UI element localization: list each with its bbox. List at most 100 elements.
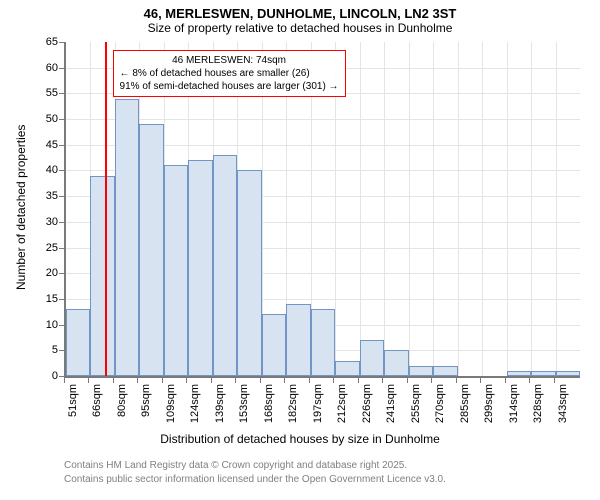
x-tick-label: 182sqm <box>287 384 299 423</box>
y-tick-mark <box>59 93 64 94</box>
x-tick-label: 168sqm <box>263 384 275 423</box>
bar <box>286 304 310 376</box>
x-tick-label: 80sqm <box>116 384 128 417</box>
bar <box>531 371 555 376</box>
bar <box>335 361 359 376</box>
x-tick-mark <box>64 378 65 383</box>
chart-title: 46, MERLESWEN, DUNHOLME, LINCOLN, LN2 3S… <box>0 0 600 21</box>
footer-line-1: Contains HM Land Registry data © Crown c… <box>64 460 407 471</box>
grid-v <box>556 42 557 376</box>
x-tick-mark <box>480 378 481 383</box>
bar <box>66 309 90 376</box>
x-tick-mark <box>88 378 89 383</box>
x-tick-mark <box>407 378 408 383</box>
x-tick-mark <box>358 378 359 383</box>
x-tick-label: 270sqm <box>434 384 446 423</box>
x-tick-label: 66sqm <box>91 384 103 417</box>
grid-v <box>482 42 483 376</box>
bar <box>164 165 188 376</box>
y-tick-label: 65 <box>36 36 58 48</box>
x-tick-label: 212sqm <box>336 384 348 423</box>
x-tick-mark <box>137 378 138 383</box>
y-tick-label: 60 <box>36 62 58 74</box>
y-tick-mark <box>59 248 64 249</box>
y-tick-label: 45 <box>36 139 58 151</box>
x-tick-label: 299sqm <box>483 384 495 423</box>
x-tick-mark <box>333 378 334 383</box>
y-tick-label: 40 <box>36 164 58 176</box>
chart-container: 46, MERLESWEN, DUNHOLME, LINCOLN, LN2 3S… <box>0 0 600 500</box>
x-tick-label: 197sqm <box>312 384 324 423</box>
x-tick-mark <box>456 378 457 383</box>
x-tick-label: 51sqm <box>67 384 79 417</box>
bar <box>90 176 114 376</box>
y-tick-label: 25 <box>36 242 58 254</box>
x-tick-mark <box>260 378 261 383</box>
grid-v <box>507 42 508 376</box>
x-tick-mark <box>113 378 114 383</box>
bar <box>262 314 286 376</box>
footer-line-2: Contains public sector information licen… <box>64 474 446 485</box>
grid-v <box>409 42 410 376</box>
grid-v <box>458 42 459 376</box>
bar <box>433 366 457 376</box>
bar <box>188 160 212 376</box>
y-tick-mark <box>59 42 64 43</box>
x-tick-label: 285sqm <box>459 384 471 423</box>
y-tick-label: 15 <box>36 293 58 305</box>
y-tick-label: 0 <box>36 370 58 382</box>
plot-area: 46 MERLESWEN: 74sqm← 8% of detached hous… <box>64 42 580 378</box>
x-tick-label: 328sqm <box>532 384 544 423</box>
y-tick-label: 50 <box>36 113 58 125</box>
y-tick-label: 35 <box>36 190 58 202</box>
y-tick-mark <box>59 222 64 223</box>
grid-v <box>384 42 385 376</box>
y-tick-mark <box>59 196 64 197</box>
bar <box>556 371 580 376</box>
annotation-line2: ← 8% of detached houses are smaller (26) <box>120 67 339 80</box>
x-tick-label: 109sqm <box>165 384 177 423</box>
y-tick-mark <box>59 299 64 300</box>
grid-v <box>360 42 361 376</box>
x-tick-mark <box>162 378 163 383</box>
x-tick-mark <box>431 378 432 383</box>
y-tick-label: 30 <box>36 216 58 228</box>
reference-line <box>105 42 107 376</box>
bar <box>360 340 384 376</box>
annotation-line1: 46 MERLESWEN: 74sqm <box>120 54 339 67</box>
x-tick-mark <box>309 378 310 383</box>
x-tick-mark <box>382 378 383 383</box>
bar <box>384 350 408 376</box>
x-tick-label: 95sqm <box>140 384 152 417</box>
x-tick-label: 343sqm <box>557 384 569 423</box>
x-tick-mark <box>186 378 187 383</box>
x-tick-label: 153sqm <box>238 384 250 423</box>
bar <box>311 309 335 376</box>
y-tick-label: 5 <box>36 344 58 356</box>
y-tick-mark <box>59 376 64 377</box>
y-axis-label: Number of detached properties <box>14 125 28 290</box>
x-tick-label: 255sqm <box>410 384 422 423</box>
x-axis-label: Distribution of detached houses by size … <box>0 432 600 446</box>
x-tick-label: 226sqm <box>361 384 373 423</box>
y-tick-label: 20 <box>36 267 58 279</box>
y-tick-mark <box>59 145 64 146</box>
annotation-line3: 91% of semi-detached houses are larger (… <box>120 80 339 93</box>
y-tick-mark <box>59 68 64 69</box>
x-tick-mark <box>554 378 555 383</box>
x-tick-mark <box>211 378 212 383</box>
bar <box>237 170 261 376</box>
y-tick-mark <box>59 350 64 351</box>
bar <box>507 371 531 376</box>
y-tick-mark <box>59 170 64 171</box>
x-tick-label: 314sqm <box>508 384 520 423</box>
annotation-box: 46 MERLESWEN: 74sqm← 8% of detached hous… <box>113 50 346 97</box>
y-tick-label: 10 <box>36 319 58 331</box>
y-tick-mark <box>59 119 64 120</box>
bar <box>139 124 163 376</box>
x-tick-mark <box>284 378 285 383</box>
y-tick-label: 55 <box>36 87 58 99</box>
bar <box>409 366 433 376</box>
x-tick-label: 139sqm <box>214 384 226 423</box>
chart-subtitle: Size of property relative to detached ho… <box>0 21 600 35</box>
